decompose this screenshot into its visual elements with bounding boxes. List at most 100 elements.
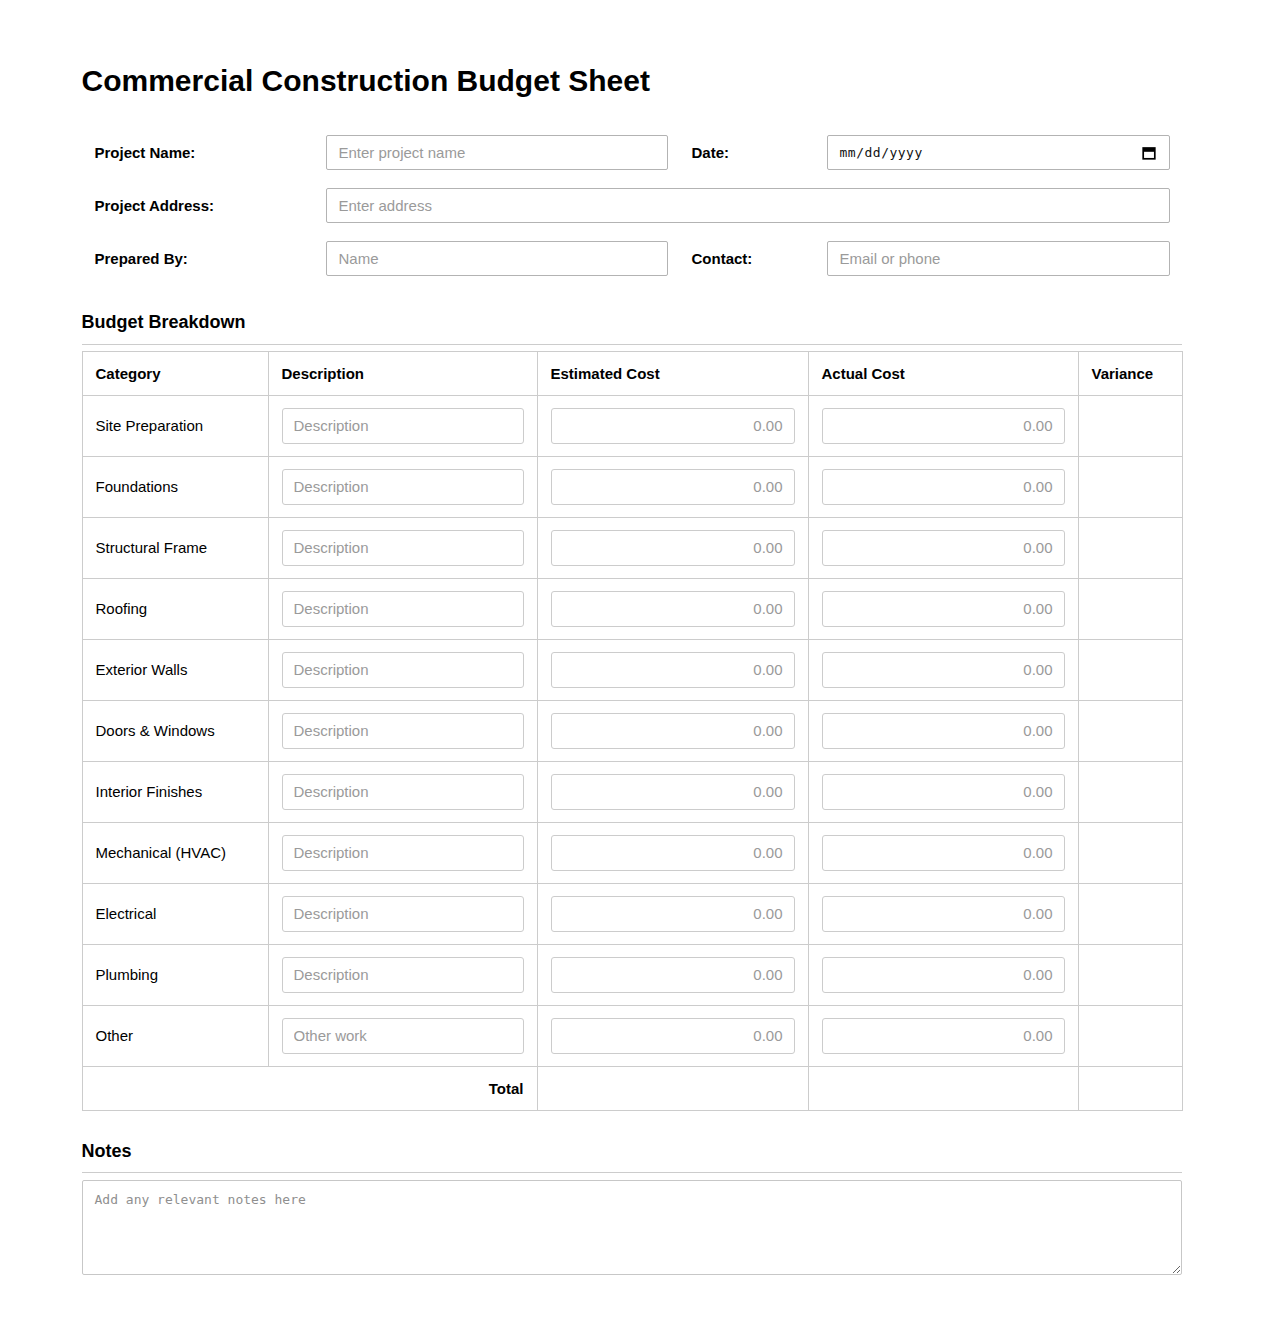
contact-label: Contact: <box>668 250 827 267</box>
page-title: Commercial Construction Budget Sheet <box>82 64 1182 97</box>
actual-cost-input[interactable] <box>822 591 1065 627</box>
category-cell: Doors & Windows <box>82 700 268 761</box>
variance-cell <box>1078 700 1182 761</box>
estimated-cost-cell <box>537 578 808 639</box>
description-input[interactable] <box>282 530 524 566</box>
variance-cell <box>1078 517 1182 578</box>
column-header: Category <box>82 351 268 395</box>
estimated-cost-input[interactable] <box>551 1018 795 1054</box>
total-actual-cell <box>808 1066 1078 1110</box>
budget-breakdown-heading: Budget Breakdown <box>82 312 1182 345</box>
description-input[interactable] <box>282 835 524 871</box>
category-cell: Exterior Walls <box>82 639 268 700</box>
actual-cost-input[interactable] <box>822 896 1065 932</box>
description-cell <box>268 456 537 517</box>
estimated-cost-input[interactable] <box>551 713 795 749</box>
estimated-cost-input[interactable] <box>551 835 795 871</box>
description-input[interactable] <box>282 896 524 932</box>
variance-cell <box>1078 456 1182 517</box>
description-cell <box>268 639 537 700</box>
actual-cost-input[interactable] <box>822 1018 1065 1054</box>
estimated-cost-cell <box>537 944 808 1005</box>
table-row: Interior Finishes <box>82 761 1182 822</box>
total-label: Total <box>82 1066 537 1110</box>
category-cell: Electrical <box>82 883 268 944</box>
actual-cost-cell <box>808 700 1078 761</box>
project-name-input[interactable] <box>326 135 668 170</box>
column-header: Actual Cost <box>808 351 1078 395</box>
actual-cost-input[interactable] <box>822 713 1065 749</box>
description-cell <box>268 822 537 883</box>
actual-cost-cell <box>808 822 1078 883</box>
table-row: Mechanical (HVAC) <box>82 822 1182 883</box>
estimated-cost-cell <box>537 700 808 761</box>
variance-cell <box>1078 822 1182 883</box>
budget-table: CategoryDescriptionEstimated CostActual … <box>82 351 1183 1111</box>
description-input[interactable] <box>282 1018 524 1054</box>
description-cell <box>268 578 537 639</box>
actual-cost-input[interactable] <box>822 652 1065 688</box>
actual-cost-input[interactable] <box>822 774 1065 810</box>
total-estimated-cell <box>537 1066 808 1110</box>
estimated-cost-cell <box>537 761 808 822</box>
column-header: Estimated Cost <box>537 351 808 395</box>
variance-cell <box>1078 1005 1182 1066</box>
description-input[interactable] <box>282 408 524 444</box>
description-input[interactable] <box>282 469 524 505</box>
estimated-cost-input[interactable] <box>551 774 795 810</box>
actual-cost-input[interactable] <box>822 957 1065 993</box>
description-cell <box>268 883 537 944</box>
column-header: Variance <box>1078 351 1182 395</box>
description-input[interactable] <box>282 652 524 688</box>
variance-cell <box>1078 578 1182 639</box>
estimated-cost-cell <box>537 395 808 456</box>
description-cell <box>268 700 537 761</box>
description-input[interactable] <box>282 591 524 627</box>
variance-cell <box>1078 944 1182 1005</box>
actual-cost-input[interactable] <box>822 408 1065 444</box>
description-input[interactable] <box>282 957 524 993</box>
prepared-by-label: Prepared By: <box>95 250 326 267</box>
variance-cell <box>1078 883 1182 944</box>
project-address-input[interactable] <box>326 188 1170 223</box>
actual-cost-cell <box>808 517 1078 578</box>
actual-cost-input[interactable] <box>822 469 1065 505</box>
estimated-cost-input[interactable] <box>551 896 795 932</box>
estimated-cost-input[interactable] <box>551 408 795 444</box>
description-input[interactable] <box>282 774 524 810</box>
table-row: Foundations <box>82 456 1182 517</box>
actual-cost-input[interactable] <box>822 530 1065 566</box>
project-name-label: Project Name: <box>95 144 326 161</box>
category-cell: Roofing <box>82 578 268 639</box>
estimated-cost-input[interactable] <box>551 591 795 627</box>
actual-cost-cell <box>808 456 1078 517</box>
estimated-cost-input[interactable] <box>551 652 795 688</box>
variance-cell <box>1078 761 1182 822</box>
estimated-cost-input[interactable] <box>551 530 795 566</box>
category-cell: Foundations <box>82 456 268 517</box>
variance-cell <box>1078 639 1182 700</box>
notes-textarea[interactable] <box>82 1180 1182 1275</box>
table-row: Roofing <box>82 578 1182 639</box>
date-value: mm/dd/yyyy <box>840 145 1141 160</box>
description-cell <box>268 944 537 1005</box>
actual-cost-cell <box>808 944 1078 1005</box>
estimated-cost-input[interactable] <box>551 957 795 993</box>
table-row: Site Preparation <box>82 395 1182 456</box>
actual-cost-cell <box>808 578 1078 639</box>
table-row: Other <box>82 1005 1182 1066</box>
description-input[interactable] <box>282 713 524 749</box>
actual-cost-input[interactable] <box>822 835 1065 871</box>
project-address-label: Project Address: <box>95 197 326 214</box>
actual-cost-cell <box>808 883 1078 944</box>
actual-cost-cell <box>808 395 1078 456</box>
estimated-cost-cell <box>537 639 808 700</box>
contact-input[interactable] <box>827 241 1170 276</box>
table-row: Electrical <box>82 883 1182 944</box>
description-cell <box>268 517 537 578</box>
estimated-cost-input[interactable] <box>551 469 795 505</box>
date-input[interactable]: mm/dd/yyyy <box>827 135 1170 170</box>
calendar-icon[interactable] <box>1141 145 1157 161</box>
table-row: Exterior Walls <box>82 639 1182 700</box>
prepared-by-input[interactable] <box>326 241 668 276</box>
